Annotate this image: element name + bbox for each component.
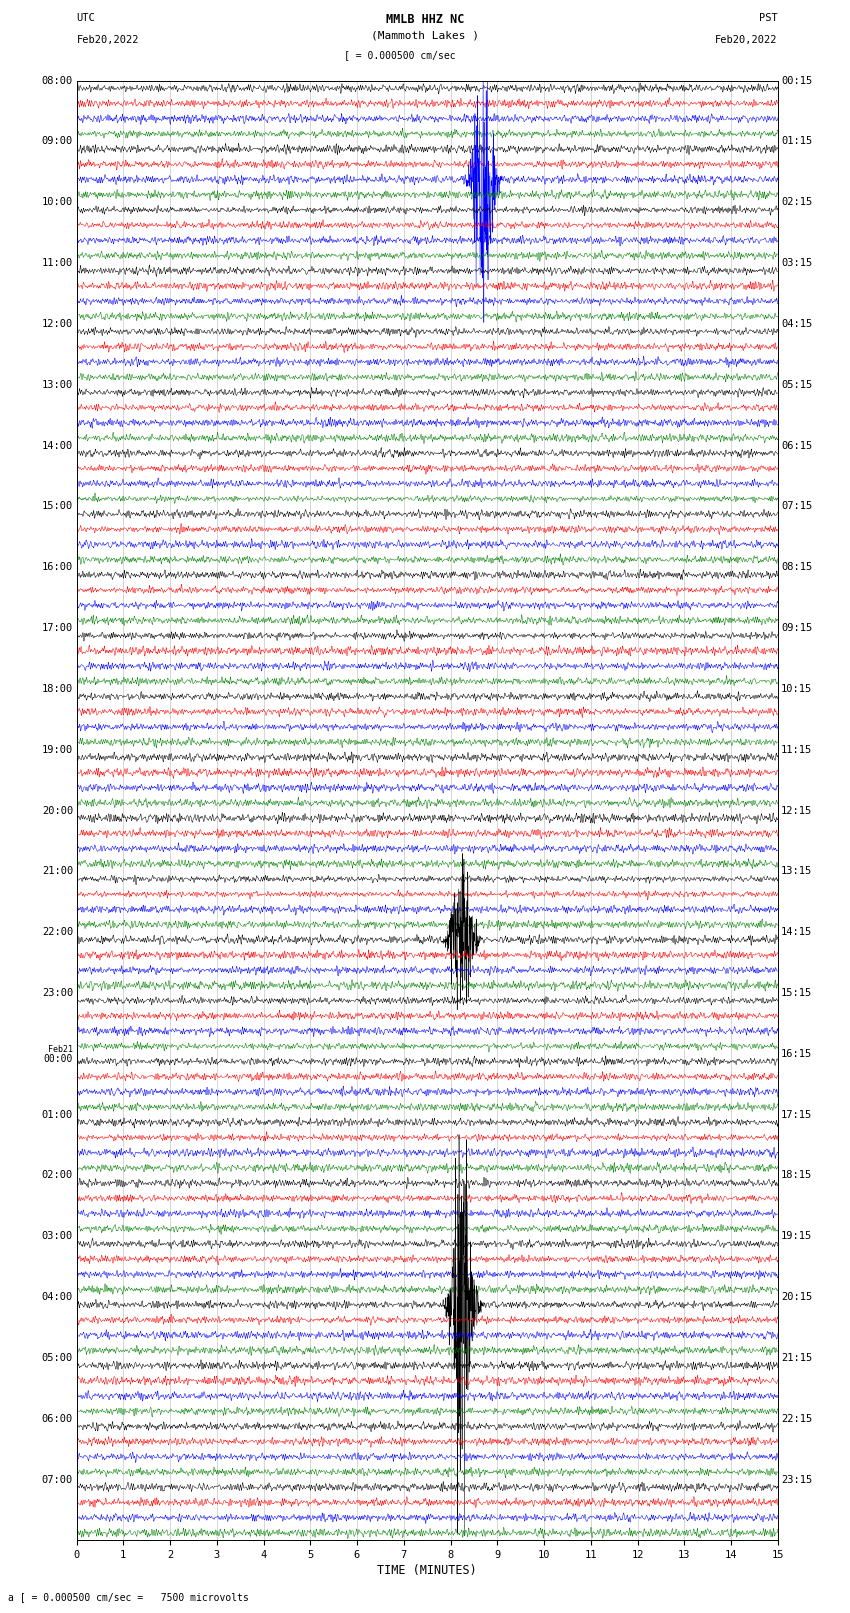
- Text: Feb21: Feb21: [48, 1045, 73, 1053]
- Text: 22:15: 22:15: [781, 1413, 813, 1424]
- Text: a [ = 0.000500 cm/sec =   7500 microvolts: a [ = 0.000500 cm/sec = 7500 microvolts: [8, 1592, 249, 1602]
- Text: 16:15: 16:15: [781, 1048, 813, 1058]
- Text: 02:00: 02:00: [42, 1171, 73, 1181]
- Text: 11:15: 11:15: [781, 745, 813, 755]
- Text: [ = 0.000500 cm/sec: [ = 0.000500 cm/sec: [343, 50, 456, 60]
- Text: 04:15: 04:15: [781, 319, 813, 329]
- Text: 00:15: 00:15: [781, 76, 813, 85]
- Text: PST: PST: [759, 13, 778, 23]
- Text: 21:15: 21:15: [781, 1353, 813, 1363]
- Text: 13:15: 13:15: [781, 866, 813, 876]
- Text: 01:00: 01:00: [42, 1110, 73, 1119]
- Text: 19:15: 19:15: [781, 1231, 813, 1242]
- Text: 01:15: 01:15: [781, 137, 813, 147]
- Text: (Mammoth Lakes ): (Mammoth Lakes ): [371, 31, 479, 40]
- Text: 12:15: 12:15: [781, 805, 813, 816]
- Text: UTC: UTC: [76, 13, 95, 23]
- Text: 08:15: 08:15: [781, 563, 813, 573]
- Text: 06:15: 06:15: [781, 440, 813, 450]
- Text: 07:15: 07:15: [781, 502, 813, 511]
- Text: 18:15: 18:15: [781, 1171, 813, 1181]
- Text: 03:15: 03:15: [781, 258, 813, 268]
- Text: 09:15: 09:15: [781, 623, 813, 632]
- Text: 00:00: 00:00: [43, 1053, 73, 1065]
- Text: 14:00: 14:00: [42, 440, 73, 450]
- Text: 09:00: 09:00: [42, 137, 73, 147]
- Text: 02:15: 02:15: [781, 197, 813, 208]
- Text: 19:00: 19:00: [42, 745, 73, 755]
- Text: 22:00: 22:00: [42, 927, 73, 937]
- Text: 17:15: 17:15: [781, 1110, 813, 1119]
- X-axis label: TIME (MINUTES): TIME (MINUTES): [377, 1565, 477, 1578]
- Text: Feb20,2022: Feb20,2022: [715, 35, 778, 45]
- Text: 18:00: 18:00: [42, 684, 73, 694]
- Text: 23:15: 23:15: [781, 1474, 813, 1484]
- Text: Feb20,2022: Feb20,2022: [76, 35, 139, 45]
- Text: MMLB HHZ NC: MMLB HHZ NC: [386, 13, 464, 26]
- Text: 13:00: 13:00: [42, 379, 73, 390]
- Text: 05:00: 05:00: [42, 1353, 73, 1363]
- Text: 04:00: 04:00: [42, 1292, 73, 1302]
- Text: 08:00: 08:00: [42, 76, 73, 85]
- Text: 20:15: 20:15: [781, 1292, 813, 1302]
- Text: 10:15: 10:15: [781, 684, 813, 694]
- Text: 06:00: 06:00: [42, 1413, 73, 1424]
- Text: 10:00: 10:00: [42, 197, 73, 208]
- Text: 20:00: 20:00: [42, 805, 73, 816]
- Text: 16:00: 16:00: [42, 563, 73, 573]
- Text: 15:00: 15:00: [42, 502, 73, 511]
- Text: 23:00: 23:00: [42, 989, 73, 998]
- Text: 15:15: 15:15: [781, 989, 813, 998]
- Text: 17:00: 17:00: [42, 623, 73, 632]
- Text: 11:00: 11:00: [42, 258, 73, 268]
- Text: 03:00: 03:00: [42, 1231, 73, 1242]
- Text: 12:00: 12:00: [42, 319, 73, 329]
- Text: 14:15: 14:15: [781, 927, 813, 937]
- Text: 07:00: 07:00: [42, 1474, 73, 1484]
- Text: 05:15: 05:15: [781, 379, 813, 390]
- Text: 21:00: 21:00: [42, 866, 73, 876]
